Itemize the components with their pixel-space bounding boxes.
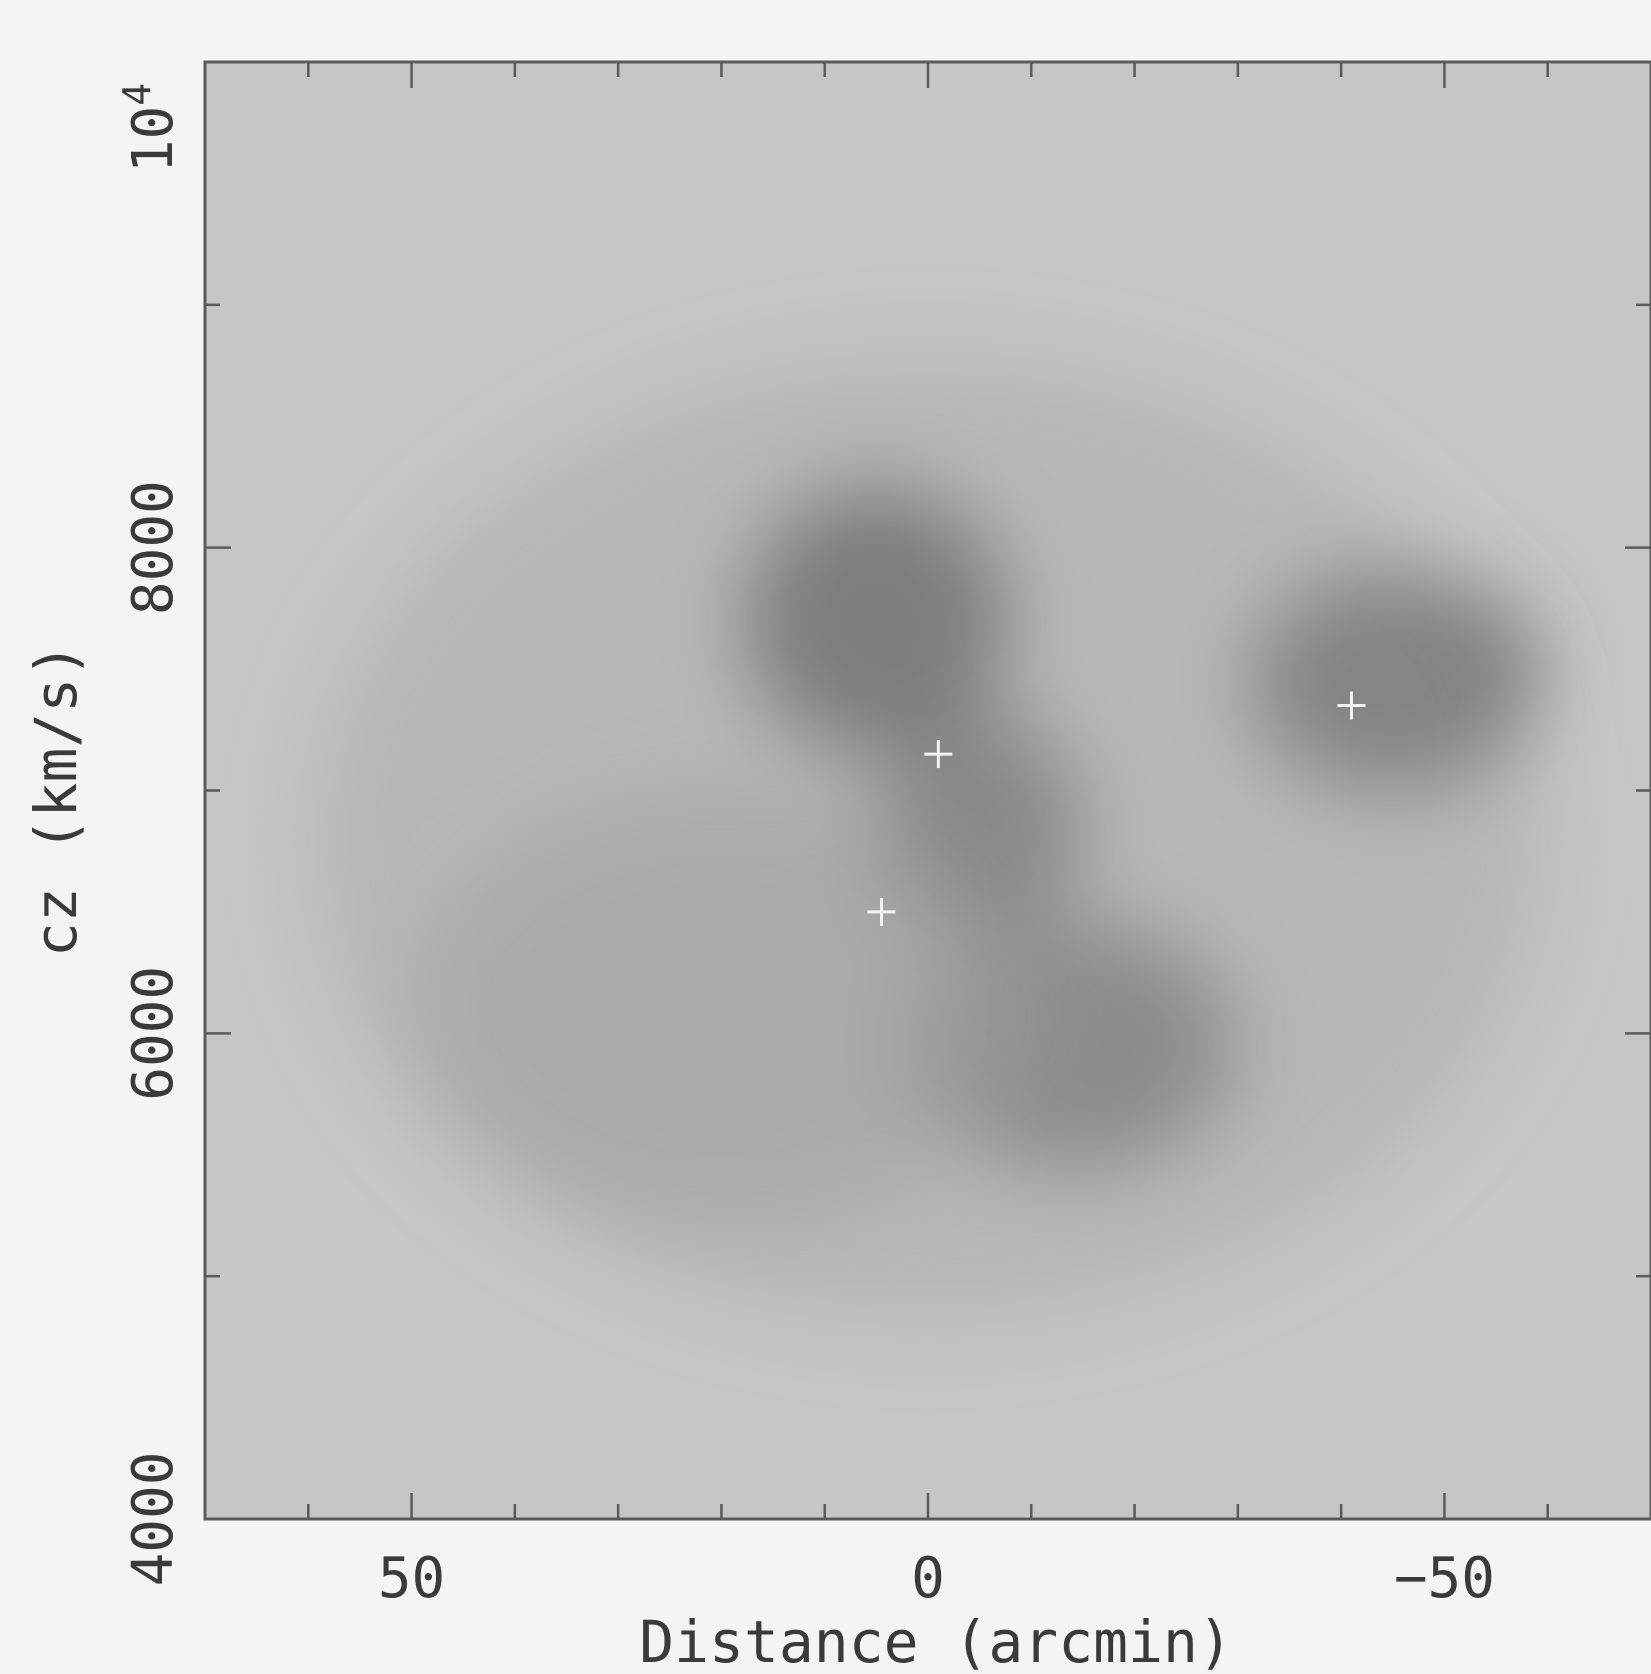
x-tick-label-2: −50 [1394, 1546, 1495, 1611]
tick-label-layer: 50 0 −50 4000 6000 8000 104 [115, 83, 1495, 1611]
x-tick-label-0: 50 [378, 1546, 445, 1611]
x-axis-label: Distance (arcmin) [639, 1608, 1233, 1674]
y-axis-label: cz (km/s) [22, 643, 90, 957]
y-tick-label-2: 8000 [121, 480, 186, 615]
marker-1 [867, 897, 896, 926]
tick-layer [205, 60, 1651, 1521]
y-tick-label-3: 104 [115, 83, 186, 173]
density-peak-5 [308, 353, 1548, 1325]
y-tick-label-exponent: 4 [115, 83, 159, 106]
marker-layer [867, 691, 1366, 926]
y-tick-label-1: 6000 [121, 966, 186, 1101]
marker-0 [924, 740, 953, 769]
density-blur-group [308, 353, 1548, 1325]
x-tick-label-1: 0 [911, 1546, 945, 1611]
marker-2 [1337, 691, 1366, 720]
density-layer [308, 353, 1548, 1325]
y-tick-label-0: 4000 [121, 1452, 186, 1587]
